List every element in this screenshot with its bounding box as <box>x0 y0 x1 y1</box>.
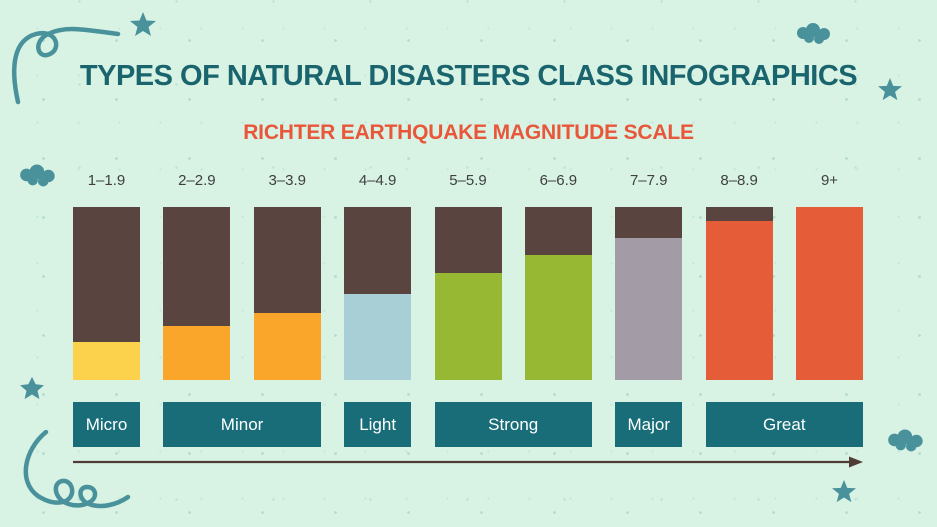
magnitude-range-label: 1–1.9 <box>87 172 126 189</box>
bar-column: 9+ <box>796 170 863 380</box>
magnitude-range-label: 4–4.9 <box>358 172 397 189</box>
magnitude-range-label: 6–6.9 <box>539 172 578 189</box>
class-label-micro: Micro <box>73 402 140 447</box>
magnitude-bar <box>344 207 412 380</box>
axis-arrow-icon <box>73 456 863 468</box>
magnitude-bar-fill <box>615 238 683 380</box>
cloud-icon <box>20 164 55 187</box>
magnitude-bar-fill <box>163 326 231 380</box>
swirl-doodle-icon <box>23 430 131 509</box>
bar-column: 5–5.9 <box>434 170 502 380</box>
magnitude-range-label: 7–7.9 <box>629 172 668 189</box>
class-label-minor: Minor <box>163 402 321 447</box>
page-title: TYPES OF NATURAL DISASTERS CLASS INFOGRA… <box>79 60 858 92</box>
swirl-doodle-icon <box>11 26 121 105</box>
class-label-great: Great <box>705 402 863 447</box>
magnitude-bar-fill <box>524 255 592 380</box>
magnitude-bar <box>253 207 321 380</box>
class-label-strong: Strong <box>434 402 592 447</box>
magnitude-bar <box>163 207 231 380</box>
magnitude-bar <box>705 207 773 380</box>
magnitude-range-label: 8–8.9 <box>720 172 758 189</box>
magnitude-range-label: 3–3.9 <box>268 172 307 189</box>
magnitude-bar-fill <box>705 220 773 380</box>
magnitude-bar <box>524 207 592 380</box>
magnitude-range-label: 9+ <box>820 172 839 189</box>
magnitude-bar-fill <box>73 341 140 380</box>
bar-column: 6–6.9 <box>524 170 592 380</box>
cloud-icon <box>797 23 830 44</box>
bar-column: 4–4.9 <box>344 170 412 380</box>
bar-column: 3–3.9 <box>253 170 321 380</box>
star-icon <box>20 376 44 400</box>
star-icon <box>832 480 856 503</box>
magnitude-bar-fill <box>344 293 412 380</box>
magnitude-bar <box>434 207 502 380</box>
magnitude-bar <box>73 207 140 380</box>
class-label-major: Major <box>615 402 683 447</box>
magnitude-bar-fill <box>796 207 863 380</box>
star-icon <box>130 12 156 36</box>
magnitude-range-label: 2–2.9 <box>178 172 216 189</box>
magnitude-class-row: Micro Minor Light Strong Major Great <box>73 402 863 447</box>
magnitude-range-label: 5–5.9 <box>449 172 487 189</box>
cloud-icon <box>888 429 923 452</box>
magnitude-bar-fill <box>434 272 502 380</box>
star-icon <box>878 78 902 101</box>
magnitude-bar-fill <box>253 312 321 380</box>
bar-column: 1–1.9 <box>73 170 140 380</box>
magnitude-bar <box>796 207 863 380</box>
class-label-light: Light <box>344 402 412 447</box>
magnitude-bar <box>615 207 683 380</box>
bar-column: 2–2.9 <box>163 170 231 380</box>
bar-column: 8–8.9 <box>705 170 773 380</box>
bar-column: 7–7.9 <box>615 170 683 380</box>
chart-subtitle: RICHTER EARTHQUAKE MAGNITUDE SCALE <box>243 121 694 144</box>
magnitude-bar-chart: 1–1.9 2–2.9 3–3.9 4–4.9 5–5.9 6–6.9 7–7.9 8–8.9… <box>73 170 863 380</box>
